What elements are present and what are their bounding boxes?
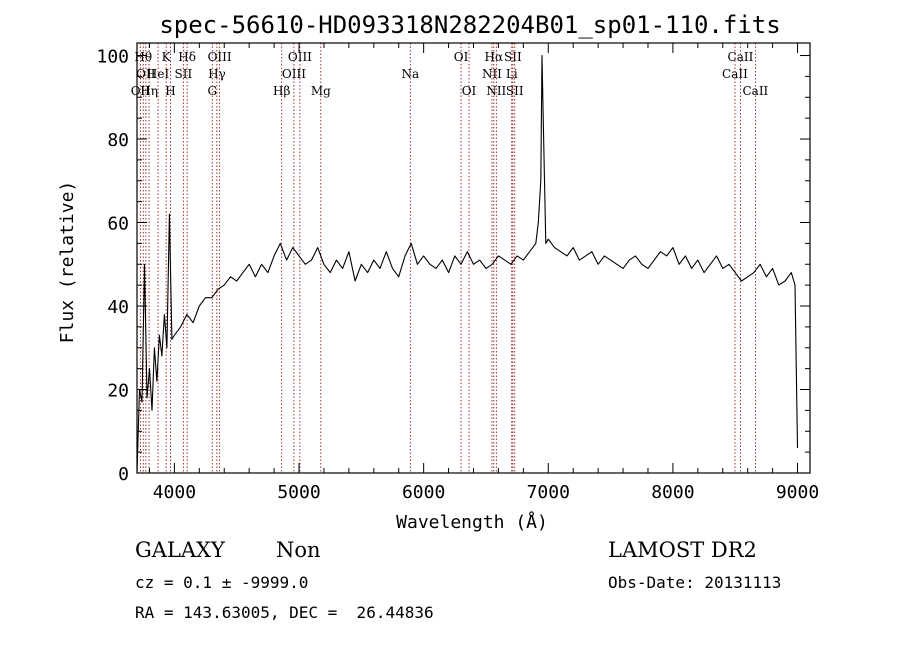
y-tick-label: 0 [118, 464, 129, 485]
marker-label: Li [506, 67, 518, 81]
x-tick-label: 8000 [651, 482, 694, 503]
marker-label: Na [401, 67, 419, 81]
y-tick-label: 60 [107, 214, 129, 235]
y-tick-label: 80 [107, 130, 129, 151]
obs-date-text: Obs-Date: 20131113 [608, 573, 782, 592]
marker-label: Hη [140, 84, 158, 98]
x-tick-label: 7000 [527, 482, 570, 503]
spectrum-series [136, 54, 799, 474]
marker-label: G [207, 84, 217, 98]
marker-label: NII [482, 67, 502, 81]
spectrum-line [136, 54, 799, 474]
marker-label: SII [175, 67, 193, 81]
marker-label: Hα [485, 50, 504, 64]
y-axis-label: Flux (relative) [57, 181, 78, 344]
marker-label: Mg [311, 84, 331, 98]
marker-label: HeI [147, 67, 170, 81]
y-tick-label: 20 [107, 381, 129, 402]
marker-label: CaII [742, 84, 768, 98]
marker-label: OIII [208, 50, 232, 64]
class-label: GALAXY [135, 538, 225, 562]
marker-label: OIII [282, 67, 306, 81]
marker-label: SII [506, 84, 524, 98]
survey-label: LAMOST DR2 [608, 538, 757, 562]
marker-label: CaII [728, 50, 754, 64]
plot-frame [136, 42, 811, 474]
marker-label: Hθ [134, 50, 152, 64]
x-tick-label: 9000 [776, 482, 819, 503]
y-tick-label: 40 [107, 297, 129, 318]
marker-label: Hβ [273, 84, 290, 98]
x-tick-label: 4000 [153, 482, 196, 503]
redshift-text: cz = 0.1 ± -9999.0 [135, 573, 309, 592]
marker-label: NII [486, 84, 506, 98]
marker-label: SII [504, 50, 522, 64]
marker-label: H [165, 84, 175, 98]
marker-label: Hγ [208, 67, 226, 81]
x-axis: 4000 5000 6000 7000 8000 9000 [148, 43, 819, 503]
marker-label: CaII [722, 67, 748, 81]
marker-label: Hδ [178, 50, 196, 64]
x-axis-label: Wavelength (Å) [396, 511, 548, 533]
marker-label: OII [131, 84, 151, 98]
x-tick-label: 5000 [277, 482, 320, 503]
marker-label: K [162, 50, 172, 64]
marker-label: OI [462, 84, 477, 98]
spectral-line-markers: OIIHθOIIHηHeIKHSIIHδGHγOIIIHβOIIIOIIIMgN… [131, 43, 769, 473]
marker-label: OI [454, 50, 469, 64]
x-tick-label: 6000 [402, 482, 445, 503]
subclass-label: Non [276, 538, 321, 562]
y-tick-label: 100 [96, 47, 129, 68]
ra-dec-text: RA = 143.63005, DEC = 26.44836 [135, 603, 434, 622]
y-axis: 0 20 40 60 80 100 [96, 47, 810, 485]
chart-title: spec-56610-HD093318N282204B01_sp01-110.f… [159, 11, 780, 39]
marker-label: OII [136, 67, 156, 81]
marker-label: OIII [288, 50, 312, 64]
